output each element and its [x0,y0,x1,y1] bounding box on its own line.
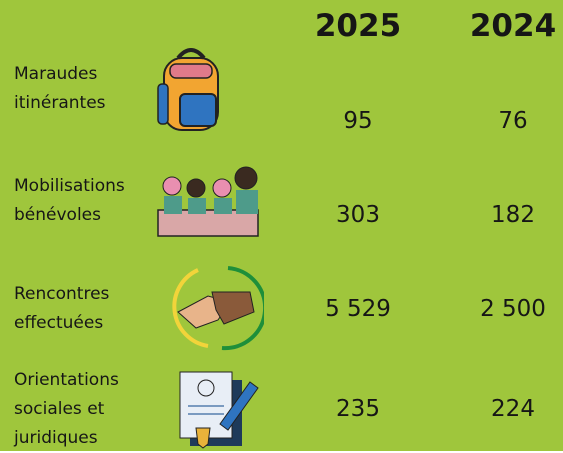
value-cell: 303 [298,202,418,228]
label-line: Mobilisations [14,172,125,201]
label-line: bénévoles [14,201,125,230]
label-line: Rencontres [14,280,109,309]
value-cell: 76 [453,108,563,134]
value-cell: 95 [298,108,418,134]
value-cell: 5 529 [298,296,418,322]
value-cell: 2 500 [453,296,563,322]
label-line: sociales et [14,395,119,424]
backpack-icon [150,44,230,136]
label-line: effectuées [14,309,109,338]
year-header: 2024 [453,8,563,44]
year-header: 2025 [298,8,418,44]
document-icon [174,366,264,450]
handshake-icon [168,262,264,352]
value-cell: 182 [453,202,563,228]
label-line: itinérantes [14,89,106,118]
volunteers-icon [152,164,272,244]
label-line: Maraudes [14,60,106,89]
label-line: Orientations [14,366,119,395]
value-cell: 235 [298,396,418,422]
label-line: juridiques [14,424,119,453]
infographic: 2025 2024 Maraudesitinérantes 95 76 Mobilisat… [0,0,563,451]
value-cell: 224 [453,396,563,422]
